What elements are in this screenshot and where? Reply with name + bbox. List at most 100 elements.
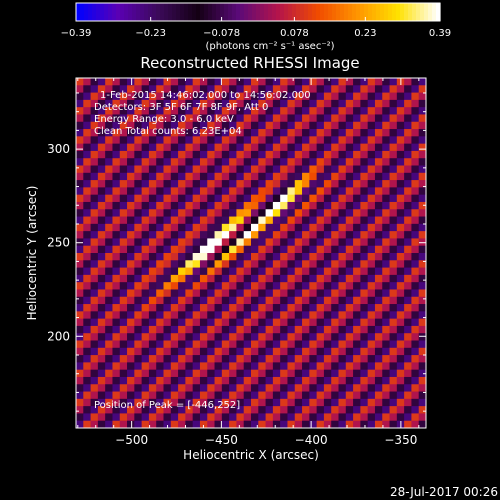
heatmap-cell bbox=[331, 318, 339, 327]
heatmap-cell bbox=[112, 238, 121, 247]
colorbar-segment bbox=[212, 3, 217, 21]
heatmap-cell bbox=[389, 274, 398, 283]
heatmap-cell bbox=[156, 172, 164, 181]
heatmap-cell bbox=[294, 238, 303, 247]
heatmap-cell bbox=[302, 282, 310, 290]
heatmap-cell bbox=[185, 158, 194, 166]
colorbar-segment bbox=[216, 3, 221, 21]
heatmap-cell bbox=[112, 107, 121, 115]
heatmap-cell bbox=[411, 384, 420, 392]
heatmap-cell bbox=[396, 260, 405, 268]
heatmap-cell bbox=[367, 355, 376, 363]
heatmap-cell bbox=[309, 398, 318, 407]
colorbar-segment bbox=[360, 3, 365, 21]
heatmap-cell bbox=[199, 420, 208, 429]
heatmap-cell bbox=[345, 304, 354, 312]
heatmap-cell bbox=[207, 231, 215, 239]
heatmap-cell bbox=[389, 304, 398, 312]
heatmap-cell bbox=[389, 325, 398, 334]
heatmap-cell bbox=[90, 420, 99, 429]
heatmap-cell bbox=[316, 92, 325, 101]
heatmap-cell bbox=[229, 201, 237, 210]
heatmap-cell bbox=[404, 238, 412, 247]
heatmap-cell bbox=[199, 376, 208, 385]
heatmap-cell bbox=[323, 78, 332, 86]
heatmap-cell bbox=[404, 318, 412, 327]
heatmap-cell bbox=[214, 114, 223, 123]
heatmap-cell bbox=[323, 85, 332, 93]
heatmap-cell bbox=[382, 376, 390, 385]
heatmap-cell bbox=[331, 267, 339, 276]
heatmap-cell bbox=[90, 296, 99, 305]
heatmap-cell bbox=[389, 282, 398, 290]
colorbar-segment bbox=[104, 3, 109, 21]
heatmap-cell bbox=[396, 398, 405, 407]
heatmap-cell bbox=[141, 165, 150, 174]
heatmap-cell bbox=[309, 376, 318, 385]
heatmap-cell bbox=[141, 340, 150, 349]
colorbar-segment bbox=[120, 3, 125, 21]
heatmap-cell bbox=[163, 398, 172, 407]
heatmap-cell bbox=[396, 391, 405, 400]
heatmap-cell bbox=[316, 333, 325, 341]
heatmap-cell bbox=[251, 340, 259, 349]
heatmap-cell bbox=[345, 384, 354, 392]
heatmap-cell bbox=[83, 114, 91, 123]
heatmap-cell bbox=[105, 78, 113, 86]
heatmap-cell bbox=[170, 238, 179, 247]
heatmap-cell bbox=[141, 304, 150, 312]
heatmap-cell bbox=[396, 150, 405, 159]
heatmap-cell bbox=[76, 362, 84, 371]
heatmap-cell bbox=[338, 420, 347, 429]
heatmap-cell bbox=[185, 267, 194, 276]
heatmap-cell bbox=[411, 143, 420, 152]
heatmap-cell bbox=[396, 406, 405, 414]
heatmap-cell bbox=[323, 172, 332, 181]
heatmap-cell bbox=[156, 369, 164, 378]
heatmap-cell bbox=[265, 376, 274, 385]
heatmap-cell bbox=[316, 304, 325, 312]
heatmap-cell bbox=[134, 406, 143, 414]
heatmap-cell bbox=[396, 223, 405, 232]
heatmap-cell bbox=[207, 92, 215, 101]
heatmap-cell bbox=[302, 355, 310, 363]
heatmap-cell bbox=[105, 391, 113, 400]
heatmap-cell bbox=[119, 216, 128, 225]
heatmap-cell bbox=[221, 201, 230, 210]
heatmap-cell bbox=[389, 223, 398, 232]
heatmap-cell bbox=[272, 391, 281, 400]
heatmap-cell bbox=[251, 209, 259, 217]
heatmap-cell bbox=[156, 274, 164, 283]
heatmap-cell bbox=[83, 420, 91, 429]
heatmap-cell bbox=[287, 107, 296, 115]
heatmap-cell bbox=[411, 231, 420, 239]
heatmap-cell bbox=[280, 318, 288, 327]
heatmap-cell bbox=[404, 216, 412, 225]
colorbar-segment bbox=[300, 3, 305, 21]
heatmap-cell bbox=[287, 369, 296, 378]
heatmap-cell bbox=[229, 245, 237, 254]
heatmap-cell bbox=[316, 267, 325, 276]
heatmap-cell bbox=[76, 158, 84, 166]
colorbar-segment bbox=[156, 3, 161, 21]
heatmap-cell bbox=[229, 194, 237, 203]
heatmap-cell bbox=[119, 398, 128, 407]
heatmap-cell bbox=[105, 282, 113, 290]
heatmap-cell bbox=[389, 107, 398, 115]
heatmap-cell bbox=[396, 99, 405, 108]
heatmap-cell bbox=[199, 223, 208, 232]
heatmap-cell bbox=[331, 398, 339, 407]
heatmap-cell bbox=[272, 85, 281, 93]
heatmap-cell bbox=[316, 274, 325, 283]
heatmap-cell bbox=[243, 158, 252, 166]
heatmap-cell bbox=[272, 187, 281, 196]
heatmap-cell bbox=[127, 114, 135, 123]
heatmap-cell bbox=[404, 245, 412, 254]
heatmap-cell bbox=[192, 289, 201, 298]
heatmap-cell bbox=[199, 78, 208, 86]
heatmap-cell bbox=[251, 260, 259, 268]
heatmap-cell bbox=[141, 333, 150, 341]
heatmap-cell bbox=[316, 172, 325, 181]
heatmap-cell bbox=[411, 420, 420, 429]
heatmap-cell bbox=[76, 391, 84, 400]
